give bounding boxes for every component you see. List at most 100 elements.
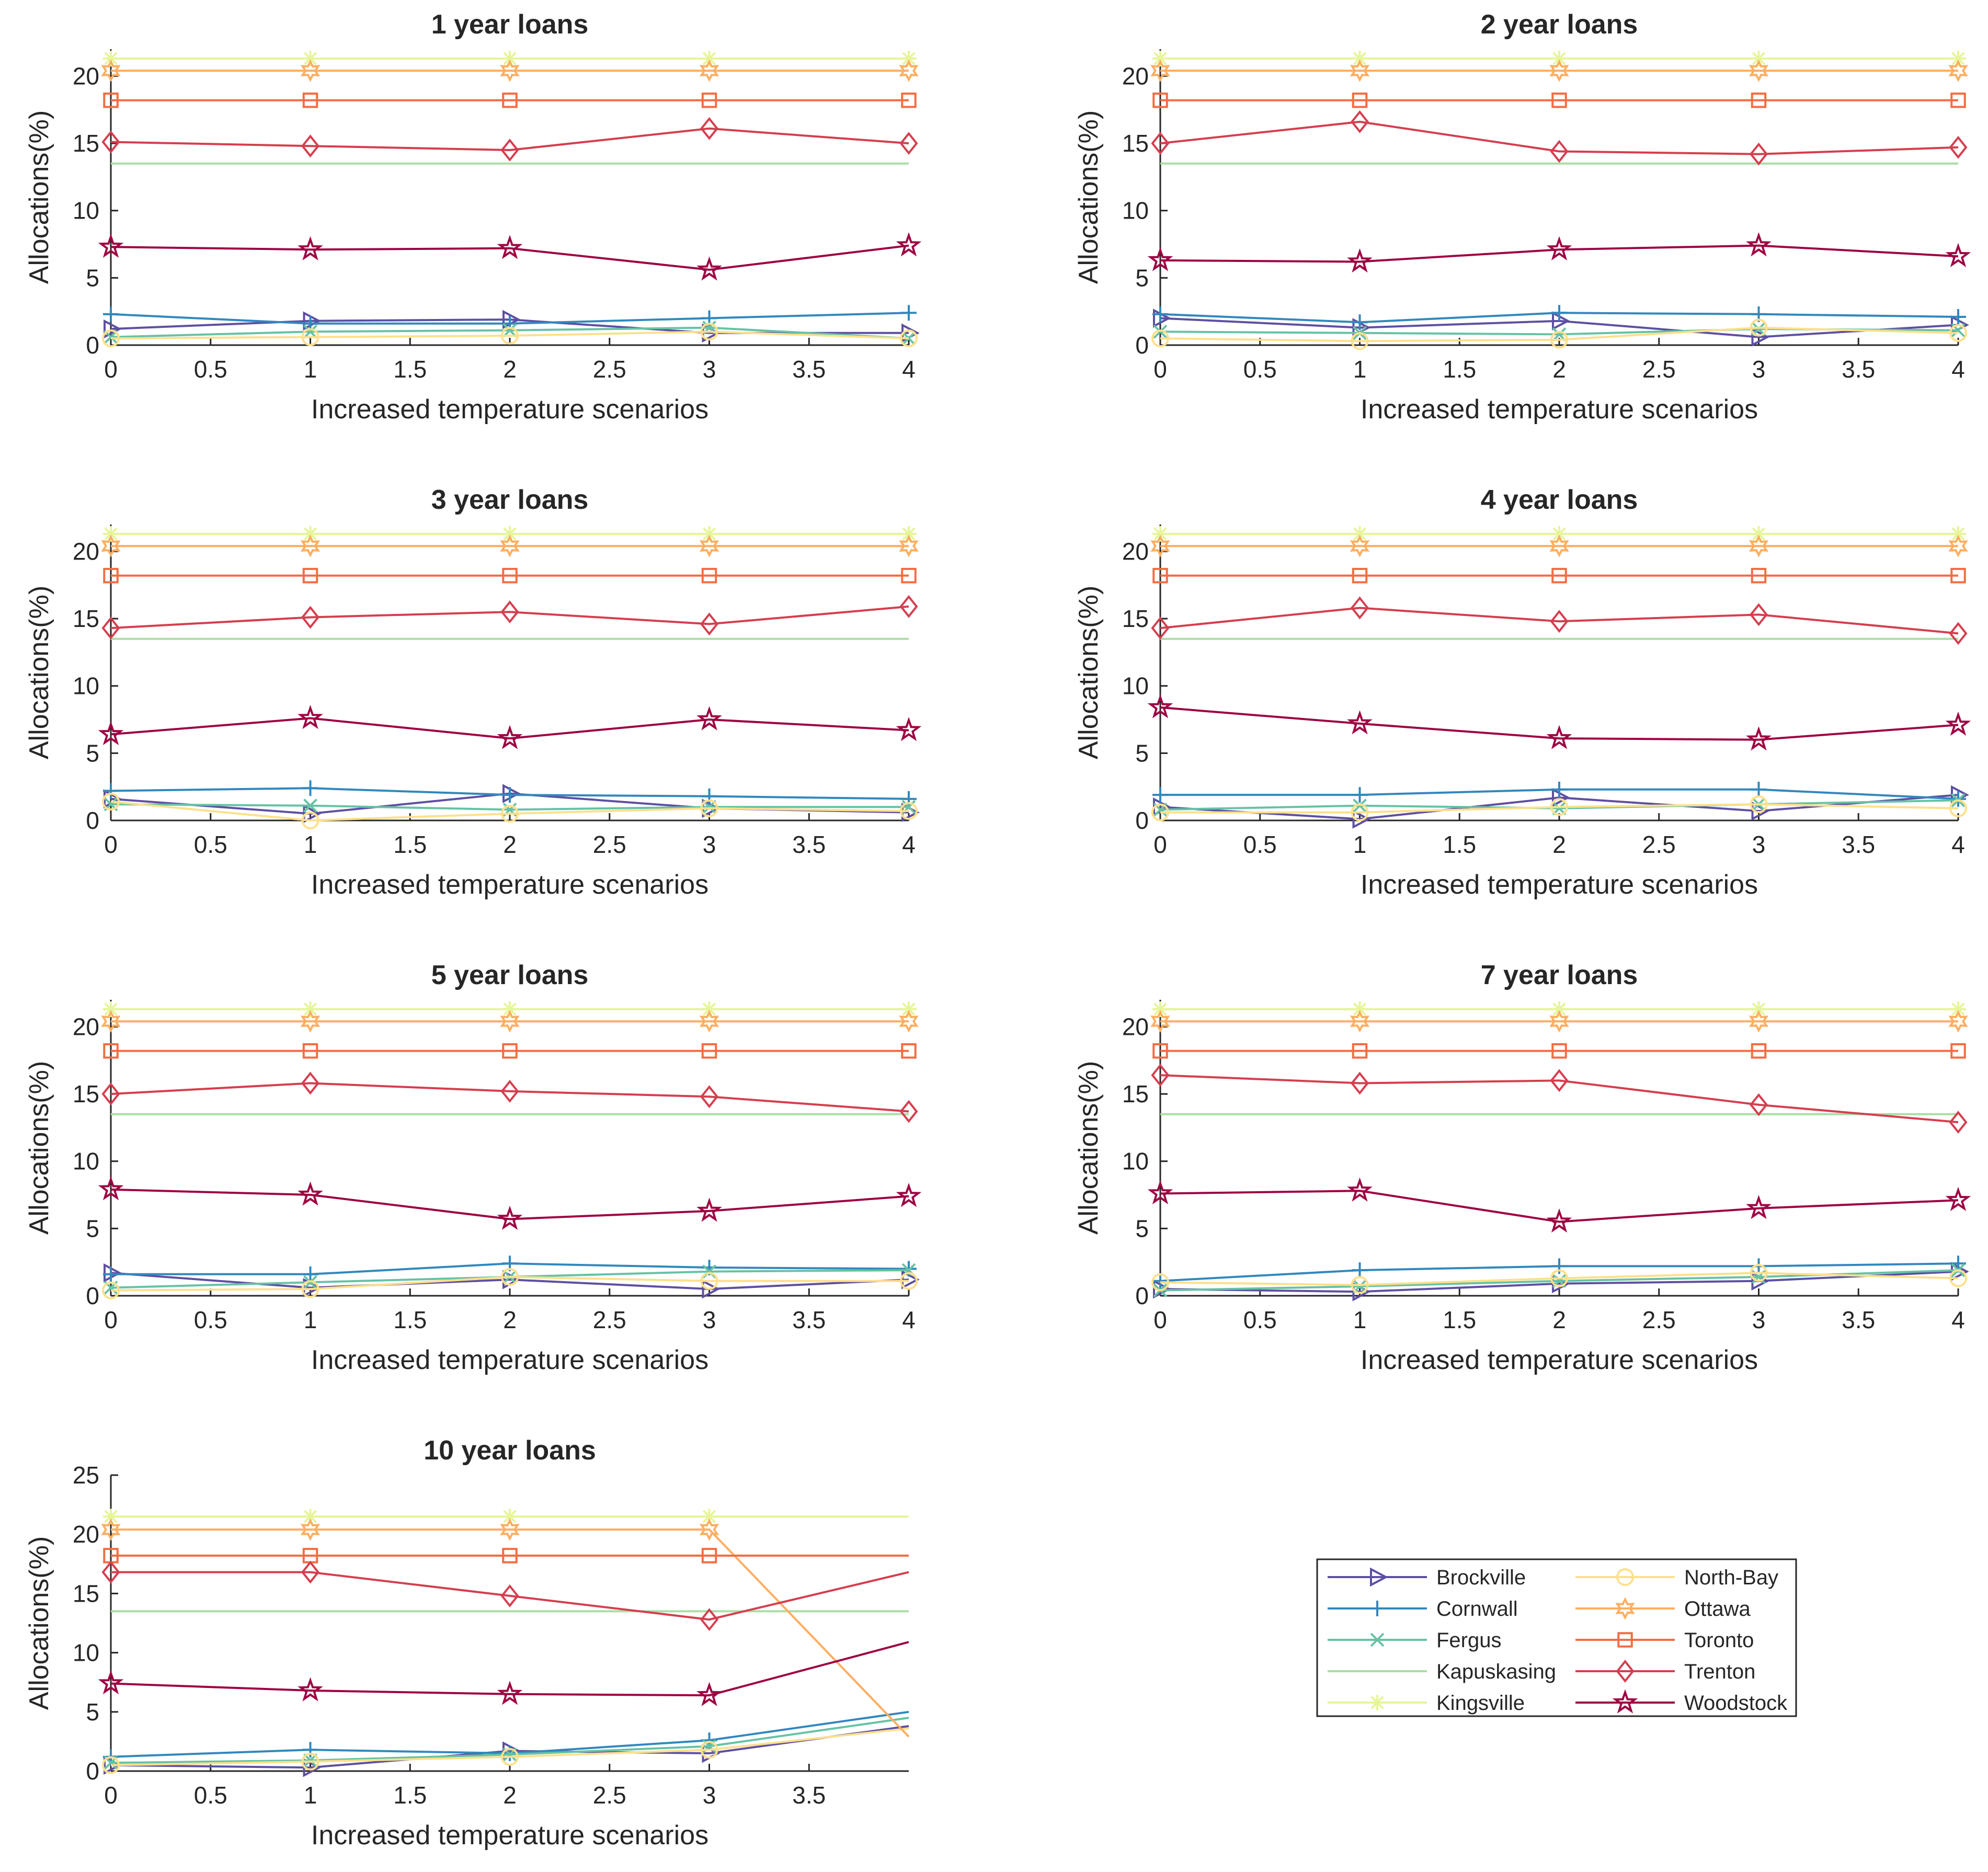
x-tick-label: 1.5: [393, 356, 427, 383]
data-point-ottawa: [699, 1010, 719, 1033]
data-point-north-bay: [102, 1756, 120, 1774]
data-point-ottawa: [1948, 534, 1968, 557]
data-point-ottawa: [1948, 59, 1968, 82]
series-cornwall: [103, 780, 917, 807]
data-point-woodstock: [497, 235, 523, 259]
series-toronto: [1152, 1043, 1966, 1059]
data-point-cornwall: [1152, 306, 1168, 322]
x-tick-label: 3.5: [792, 831, 826, 858]
legend-label: Toronto: [1684, 1629, 1754, 1652]
data-point-ottawa: [101, 1518, 121, 1541]
data-point-north-bay: [501, 1268, 519, 1286]
data-point-woodstock: [1147, 1180, 1173, 1205]
chart-panel-4-year-loans: 4 year loans 0 0.5 1 1.5 2 2.5 3 3.5 4 0 5 10 15 20 Inc…: [1073, 485, 1971, 900]
data-point-north-bay: [301, 328, 319, 346]
data-point-trenton: [899, 132, 918, 155]
series-woodstock: [98, 704, 922, 749]
x-axis-label: Increased temperature scenarios: [311, 394, 709, 425]
data-point-woodstock: [497, 1205, 523, 1230]
data-point-toronto: [302, 568, 318, 584]
data-point-ottawa: [300, 1010, 321, 1033]
data-point-ottawa: [101, 534, 121, 557]
x-tick-label: 4: [902, 356, 916, 383]
data-point-cornwall: [1551, 305, 1567, 321]
data-point-woodstock: [1945, 711, 1971, 736]
data-point-woodstock: [696, 706, 722, 730]
x-tick-label: 3: [703, 356, 716, 383]
data-point-ottawa: [1150, 534, 1170, 557]
series-line-trenton: [110, 1082, 909, 1113]
series-woodstock: [98, 1641, 909, 1706]
chart-title: 7 year loans: [1481, 960, 1638, 990]
y-tick-label: 10: [1122, 1148, 1149, 1175]
x-tick-label: 1: [304, 1782, 317, 1809]
data-point-toronto: [701, 568, 717, 584]
series-line-north-bay: [1160, 326, 1959, 343]
series-toronto: [1152, 93, 1966, 108]
x-tick-label: 2: [1552, 831, 1566, 858]
series-north-bay: [102, 1268, 918, 1299]
data-point-ottawa: [1350, 534, 1370, 557]
data-point-trenton: [1350, 110, 1369, 133]
data-point-cornwall: [502, 787, 518, 803]
data-point-ottawa: [699, 59, 719, 82]
data-point-trenton: [1350, 1071, 1369, 1095]
data-point-toronto: [901, 1043, 917, 1059]
legend-label: Cornwall: [1436, 1597, 1518, 1620]
data-point-kingsville: [502, 1001, 518, 1018]
data-point-kingsville: [302, 526, 318, 542]
data-point-toronto: [1551, 568, 1567, 584]
data-point-north-bay: [700, 1741, 718, 1759]
x-tick-label: 0: [104, 1306, 118, 1333]
data-point-north-bay: [900, 329, 918, 348]
data-point-toronto: [1352, 93, 1368, 108]
x-tick-label: 4: [902, 1306, 916, 1333]
data-point-ottawa: [1948, 1010, 1968, 1033]
series-toronto: [1152, 568, 1966, 584]
x-tick-label: 0: [104, 356, 118, 383]
data-point-brockville: [104, 319, 122, 339]
data-point-ottawa: [500, 1010, 520, 1033]
data-point-ottawa: [500, 1518, 520, 1541]
series-woodstock: [1147, 1177, 1971, 1233]
series-woodstock: [1147, 232, 1971, 273]
data-point-toronto: [1950, 1043, 1966, 1059]
data-point-woodstock: [896, 717, 922, 741]
chart-title: 5 year loans: [431, 960, 589, 990]
series-line-trenton: [1160, 120, 1959, 155]
data-point-kingsville: [901, 51, 917, 67]
y-tick-label: 0: [86, 332, 99, 359]
series-north-bay: [1151, 318, 1967, 350]
series-toronto: [103, 568, 917, 584]
data-point-woodstock: [896, 1183, 922, 1207]
data-point-ottawa: [1350, 1010, 1370, 1033]
series-kingsville: [103, 1509, 909, 1525]
data-point-brockville: [1751, 327, 1770, 347]
data-point-ottawa: [899, 534, 919, 557]
data-point-toronto: [1751, 1043, 1767, 1059]
y-tick-label: 20: [73, 1521, 99, 1548]
series-woodstock: [1147, 694, 1971, 751]
data-point-kingsville: [502, 526, 518, 542]
data-point-north-bay: [1750, 318, 1768, 337]
chart-panel-5-year-loans: 5 year loans 0 0.5 1 1.5 2 2.5 3 3.5 4 0 5 10 15 20 Inc…: [24, 960, 922, 1375]
x-tick-label: 4: [1951, 356, 1965, 383]
data-point-trenton: [500, 1079, 519, 1103]
data-point-brockville: [901, 1270, 920, 1289]
data-point-trenton: [1949, 622, 1968, 645]
data-point-trenton: [1550, 610, 1569, 633]
data-point-kingsville: [1751, 526, 1767, 542]
data-point-ottawa: [699, 1518, 719, 1541]
data-point-kingsville: [302, 1509, 318, 1525]
data-point-kingsville: [302, 1001, 318, 1018]
data-point-kingsville: [1352, 1001, 1368, 1018]
series-trenton: [101, 1560, 909, 1631]
data-point-trenton: [500, 1584, 519, 1607]
x-tick-label: 2.5: [1642, 1306, 1676, 1333]
data-point-toronto: [1551, 1043, 1567, 1059]
series-line-woodstock: [110, 1188, 909, 1220]
data-point-fergus: [1353, 798, 1367, 813]
data-point-fergus: [702, 1264, 716, 1279]
y-tick-label: 20: [73, 538, 99, 565]
series-trenton: [101, 1071, 918, 1123]
